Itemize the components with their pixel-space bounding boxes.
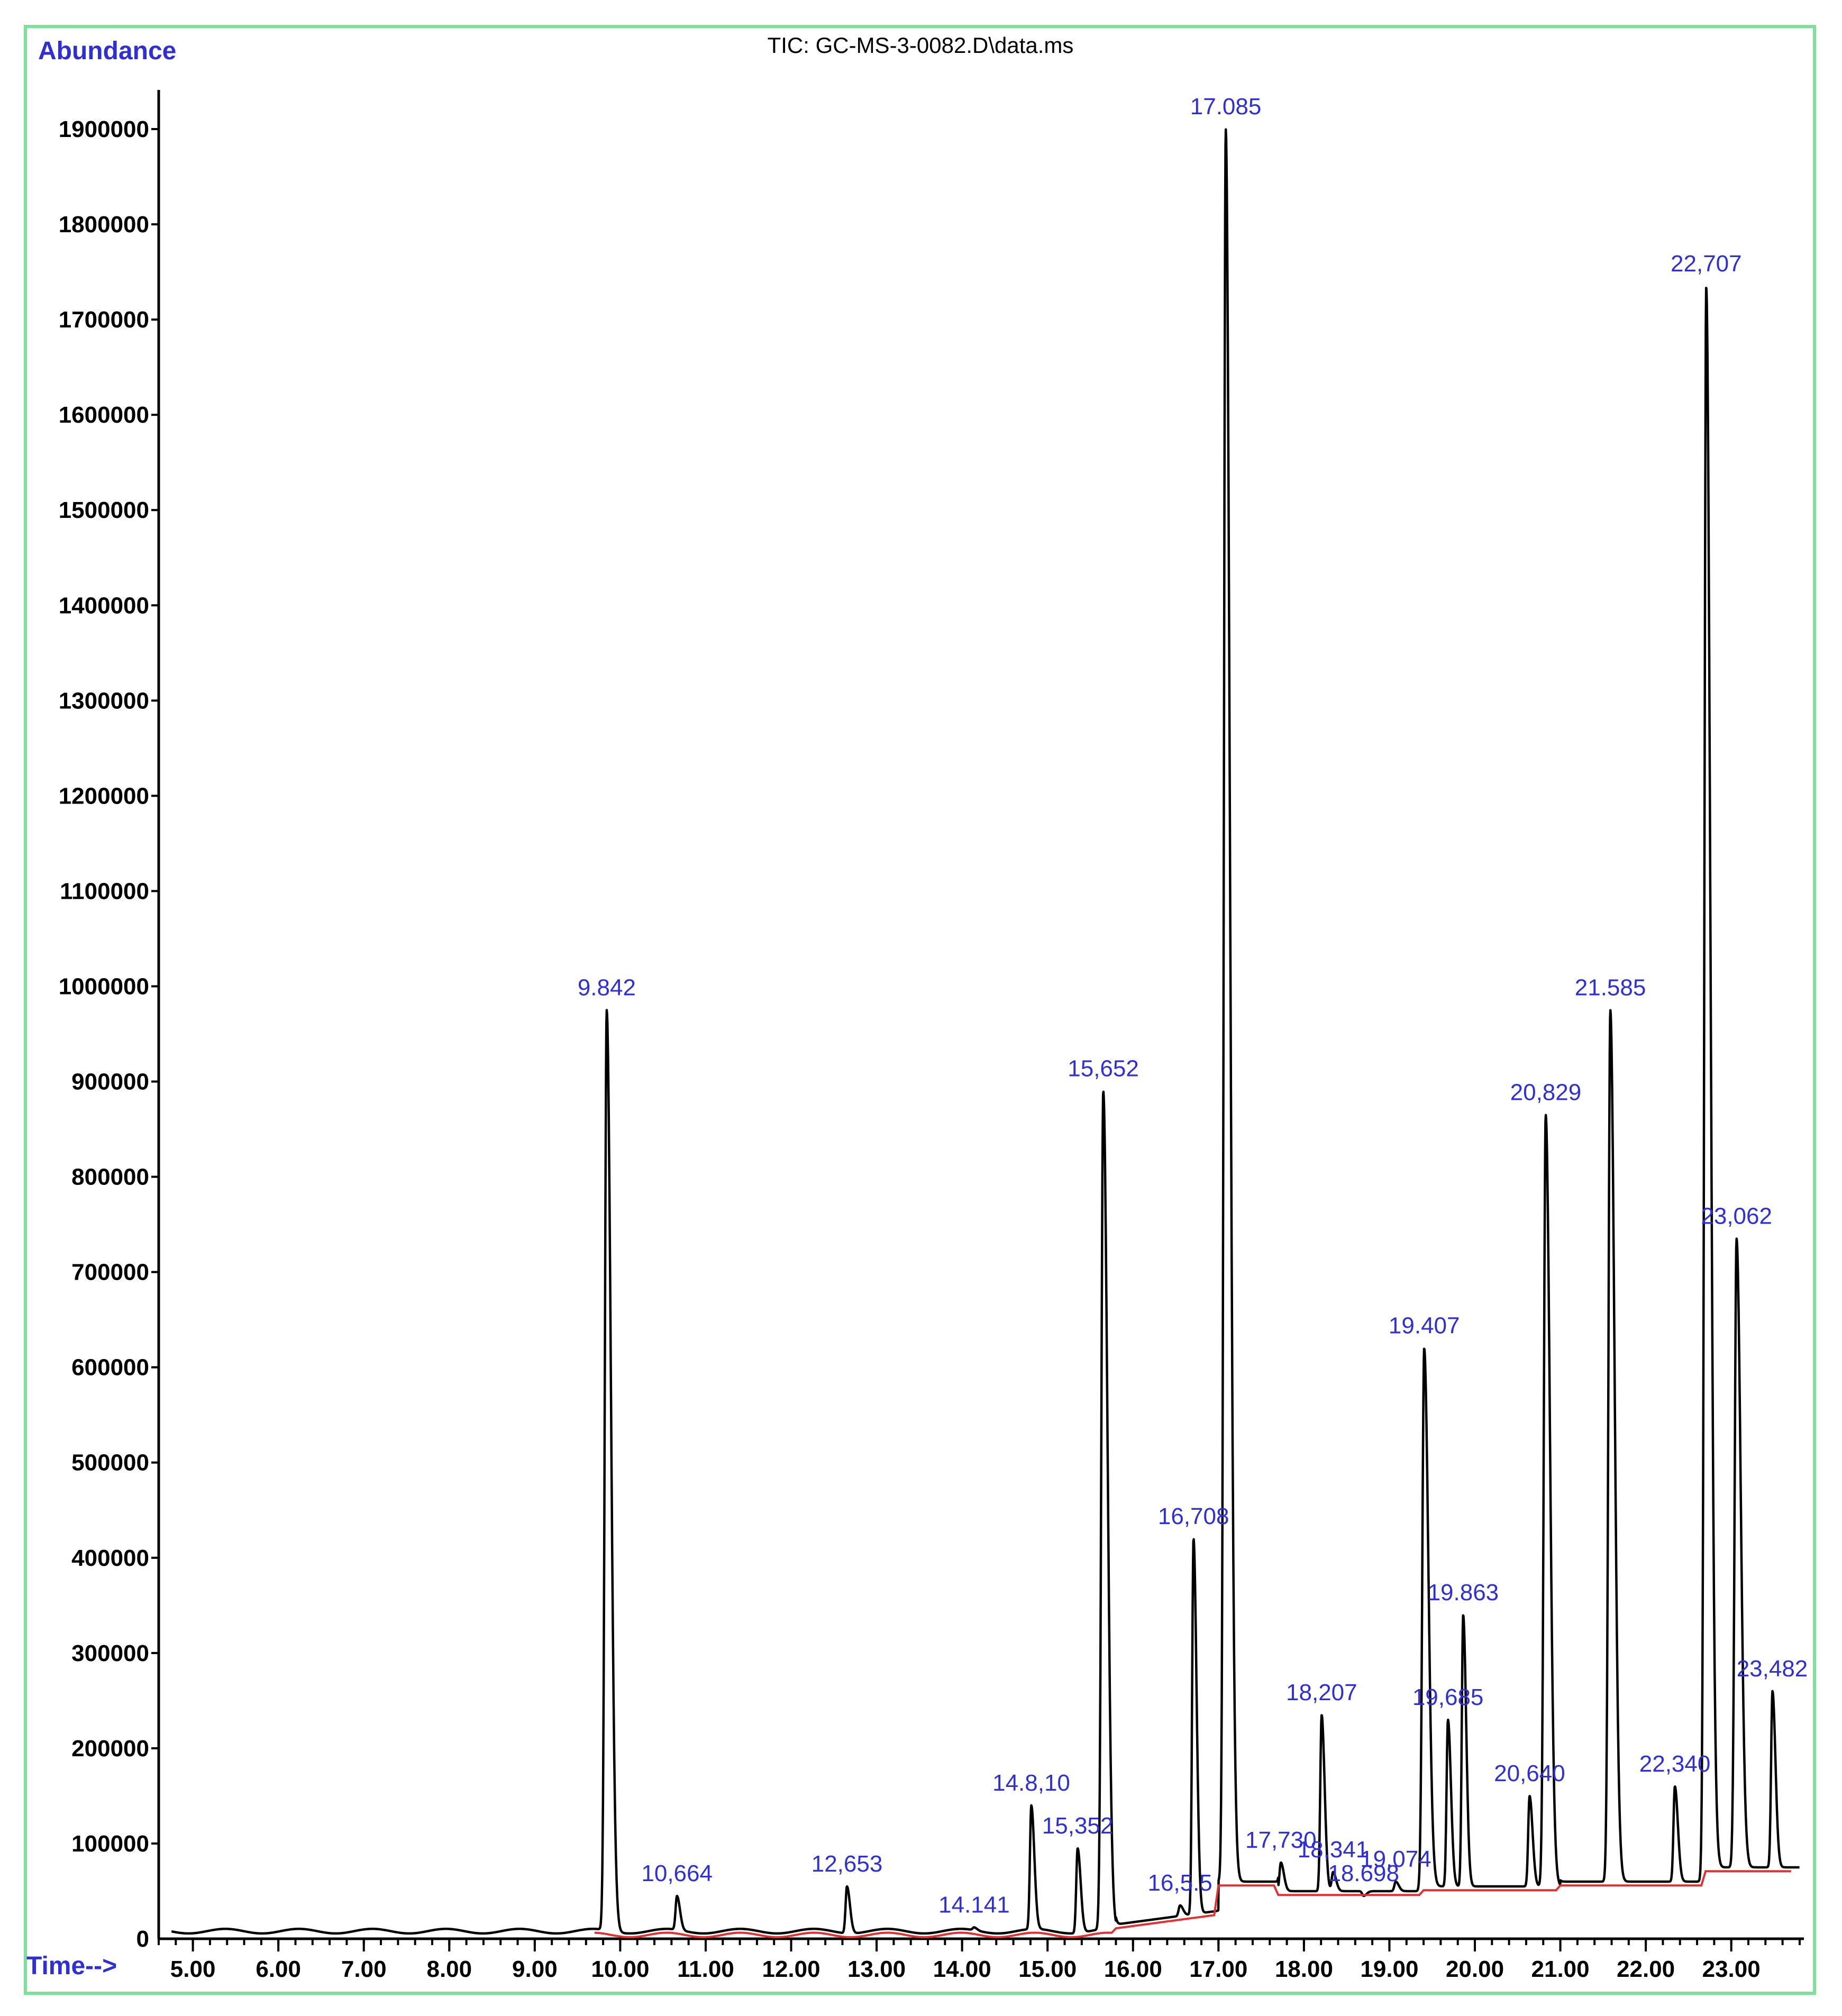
y-tick-label: 400000 xyxy=(71,1545,149,1571)
x-tick-label: 9.00 xyxy=(512,1956,558,1982)
x-tick-label: 23.00 xyxy=(1702,1956,1761,1982)
y-tick-label: 300000 xyxy=(71,1640,149,1666)
peak-label: 15,352 xyxy=(1042,1813,1114,1839)
y-tick-label: 1700000 xyxy=(59,307,149,333)
x-tick-label: 21.00 xyxy=(1531,1956,1590,1982)
peak-label: 22,340 xyxy=(1639,1751,1711,1777)
y-tick-label: 1300000 xyxy=(59,688,149,714)
integration-baseline xyxy=(594,1870,1791,1939)
peak-label: 17.085 xyxy=(1190,94,1262,120)
peak-label: 16,5.5 xyxy=(1147,1870,1212,1896)
peak-label: 12,653 xyxy=(811,1851,883,1877)
x-tick-label: 19.00 xyxy=(1360,1956,1418,1982)
peak-label: 19.863 xyxy=(1428,1580,1499,1605)
y-tick-label: 1600000 xyxy=(59,402,149,428)
peak-label: 21.585 xyxy=(1575,974,1646,1000)
x-tick-label: 22.00 xyxy=(1617,1956,1675,1982)
x-tick-label: 12.00 xyxy=(762,1956,820,1982)
y-tick-label: 700000 xyxy=(71,1260,149,1285)
y-tick-label: 1100000 xyxy=(60,878,149,904)
peak-label: 18,207 xyxy=(1286,1680,1357,1705)
plot-frame xyxy=(24,25,1816,1995)
y-tick-label: 0 xyxy=(136,1926,149,1952)
x-tick-label: 11.00 xyxy=(677,1956,734,1982)
y-tick-label: 600000 xyxy=(71,1355,149,1381)
peak-label: 22,707 xyxy=(1671,251,1742,277)
y-tick-label: 900000 xyxy=(71,1069,149,1095)
x-tick-label: 6.00 xyxy=(256,1956,301,1982)
y-tick-label: 1400000 xyxy=(59,592,149,618)
peak-label: 19,685 xyxy=(1412,1684,1484,1710)
x-tick-label: 13.00 xyxy=(847,1956,906,1982)
peak-label: 15,652 xyxy=(1068,1056,1139,1082)
y-tick-label: 1000000 xyxy=(59,973,149,999)
x-tick-label: 15.00 xyxy=(1018,1956,1077,1982)
x-axis-title: Time--> xyxy=(26,1952,117,1980)
peak-label: 16,708 xyxy=(1158,1503,1229,1529)
peak-label: 9.842 xyxy=(578,974,636,1000)
tic-trace xyxy=(170,128,1801,1935)
y-tick-label: 1900000 xyxy=(59,116,149,142)
peak-label: 23,482 xyxy=(1737,1656,1808,1682)
peak-label: 20,829 xyxy=(1510,1080,1582,1106)
peak-label: 14.8,10 xyxy=(992,1770,1070,1796)
y-tick-label: 1800000 xyxy=(59,212,149,238)
peak-label: 19,074 xyxy=(1360,1846,1431,1872)
peak-label: 10,664 xyxy=(641,1860,713,1886)
y-tick-label: 1200000 xyxy=(59,783,149,809)
x-tick-label: 16.00 xyxy=(1104,1956,1162,1982)
x-tick-label: 7.00 xyxy=(341,1956,387,1982)
peak-label: 20,640 xyxy=(1494,1760,1565,1786)
y-tick-label: 1500000 xyxy=(59,497,149,523)
y-tick-label: 100000 xyxy=(71,1831,149,1857)
peak-label: 17,730 xyxy=(1245,1827,1317,1853)
y-tick-label: 800000 xyxy=(71,1164,149,1190)
x-tick-label: 14.00 xyxy=(933,1956,991,1982)
chart-marks: 100000 200000 300000 400000 500000 600000 7000… xyxy=(59,90,1808,1982)
x-tick-label: 20.00 xyxy=(1446,1956,1504,1982)
peak-label: 18.698 xyxy=(1328,1860,1399,1886)
y-tick-label: 200000 xyxy=(71,1736,149,1762)
peak-label: 19.407 xyxy=(1389,1313,1460,1339)
y-tick-label: 500000 xyxy=(71,1450,149,1476)
x-tick-label: 10.00 xyxy=(591,1956,649,1982)
y-axis-title: Abundance xyxy=(38,37,176,65)
x-tick-label: 5.00 xyxy=(170,1956,216,1982)
peak-label: 18,341 xyxy=(1298,1837,1369,1863)
peak-label: 14.141 xyxy=(938,1892,1010,1918)
peak-label: 23,062 xyxy=(1701,1203,1772,1229)
x-tick-label: 18.00 xyxy=(1275,1956,1333,1982)
x-tick-label: 17.00 xyxy=(1189,1956,1247,1982)
x-tick-label: 8.00 xyxy=(426,1956,472,1982)
chart-title: TIC: GC-MS-3-0082.D\data.ms xyxy=(768,33,1074,58)
